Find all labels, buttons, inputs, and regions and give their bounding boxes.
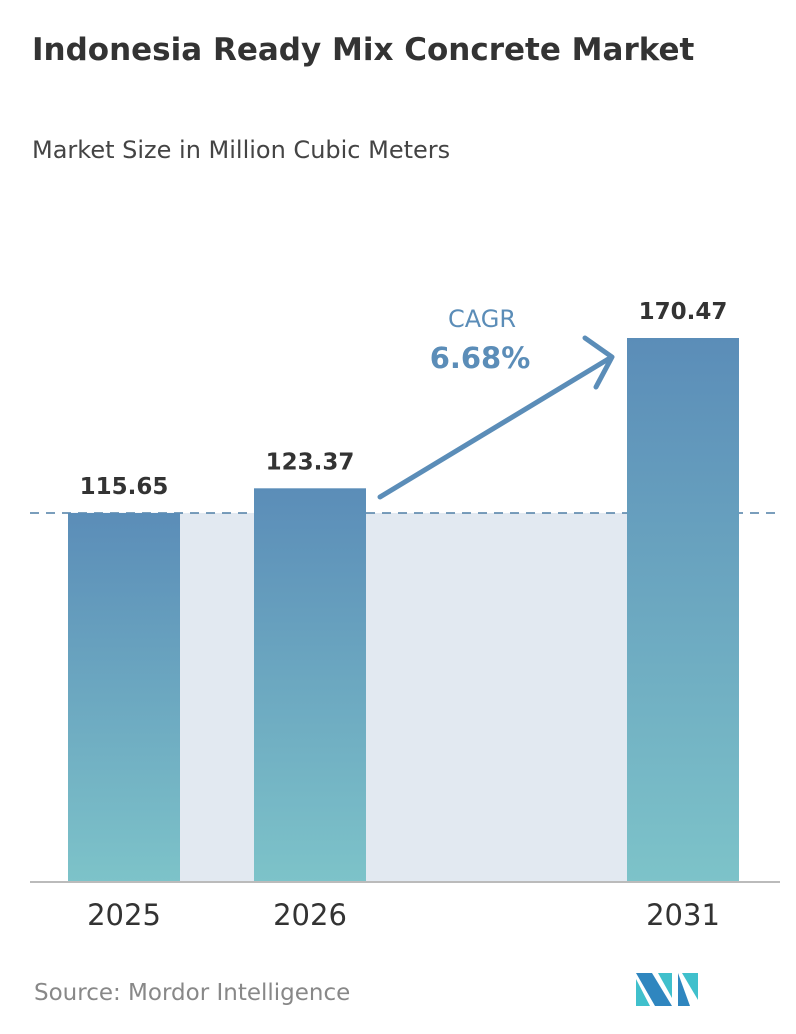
bar-2026 [254, 488, 366, 882]
cagr-label: CAGR [448, 305, 516, 333]
bar-2031 [627, 338, 739, 882]
cagr-arrow [377, 335, 615, 500]
bar-2025 [68, 512, 180, 882]
x-tick-2026: 2026 [273, 898, 347, 932]
chart-title: Indonesia Ready Mix Concrete Market [32, 32, 695, 68]
source-text: Source: Mordor Intelligence [34, 980, 351, 1006]
data-label-2031: 170.47 [639, 299, 728, 325]
cagr-value: 6.68% [430, 341, 531, 375]
x-tick-2031: 2031 [646, 898, 720, 932]
data-label-2026: 123.37 [266, 449, 355, 475]
x-tick-2025: 2025 [87, 898, 161, 932]
data-label-2025: 115.65 [80, 474, 169, 500]
chart-subtitle: Market Size in Million Cubic Meters [32, 136, 451, 164]
